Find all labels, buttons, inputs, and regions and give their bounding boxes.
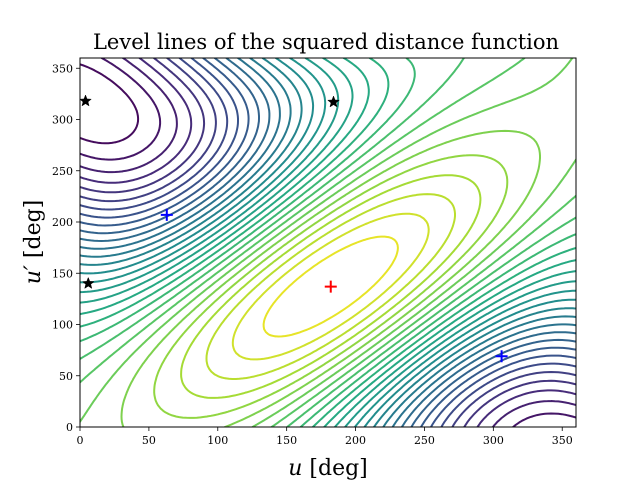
contour-level-line xyxy=(80,58,576,427)
contour-level-line xyxy=(262,235,399,338)
contour-level-line xyxy=(205,193,456,380)
contour-level-line xyxy=(120,129,541,427)
contour-level-line xyxy=(80,58,576,427)
contour-level-line xyxy=(80,58,576,427)
contour-level-line xyxy=(80,58,576,427)
x-tick-label: 150 xyxy=(276,434,297,447)
blue-plus-marker xyxy=(495,350,508,363)
plot-frame xyxy=(79,57,577,428)
contour-level-line xyxy=(80,58,576,427)
contour-level-line xyxy=(80,58,576,427)
contour-level-line xyxy=(80,58,576,427)
contour-level-line xyxy=(180,174,482,399)
y-axis-label: u′ [deg] xyxy=(21,200,46,285)
contour-level-line xyxy=(80,58,576,427)
black-star-marker xyxy=(81,276,95,289)
black-star-marker xyxy=(327,95,340,108)
contour-level-line xyxy=(80,58,576,427)
blue-plus-marker xyxy=(160,208,173,221)
contour-level-line xyxy=(80,58,576,427)
contour-level-line xyxy=(231,212,430,361)
contour-level-line xyxy=(80,58,576,427)
y-tick-label: 150 xyxy=(52,267,73,280)
contour-level-line xyxy=(80,58,576,427)
x-axis-ticks: 0 50 100 150 200 250 300 350 xyxy=(77,427,573,447)
y-tick-label: 250 xyxy=(52,165,73,178)
y-tick-label: 0 xyxy=(66,421,73,434)
x-tick-label: 0 xyxy=(77,434,84,447)
x-tick-label: 100 xyxy=(207,434,228,447)
contour-level-line xyxy=(80,58,576,427)
y-tick-label: 350 xyxy=(52,62,73,75)
contour-level-line xyxy=(153,154,509,419)
y-tick-label: 200 xyxy=(52,216,73,229)
x-tick-label: 350 xyxy=(552,434,573,447)
contour-level-line xyxy=(80,58,576,427)
y-tick-label: 100 xyxy=(52,319,73,332)
x-tick-label: 50 xyxy=(142,434,156,447)
contour-level-line xyxy=(80,58,576,427)
x-tick-label: 300 xyxy=(483,434,504,447)
chart-title: Level lines of the squared distance func… xyxy=(93,30,559,54)
contour-level-line xyxy=(80,58,576,427)
y-tick-label: 300 xyxy=(52,114,73,127)
y-tick-label: 50 xyxy=(59,370,73,383)
contour-level-line xyxy=(80,63,140,145)
y-axis-ticks: 0 50 100 150 200 250 300 350 xyxy=(52,62,80,434)
x-axis-label: u [deg] xyxy=(288,456,368,480)
red-plus-marker xyxy=(324,280,337,293)
x-tick-label: 200 xyxy=(345,434,366,447)
x-tick-label: 250 xyxy=(414,434,435,447)
markers xyxy=(79,94,508,363)
black-star-marker xyxy=(79,94,92,107)
